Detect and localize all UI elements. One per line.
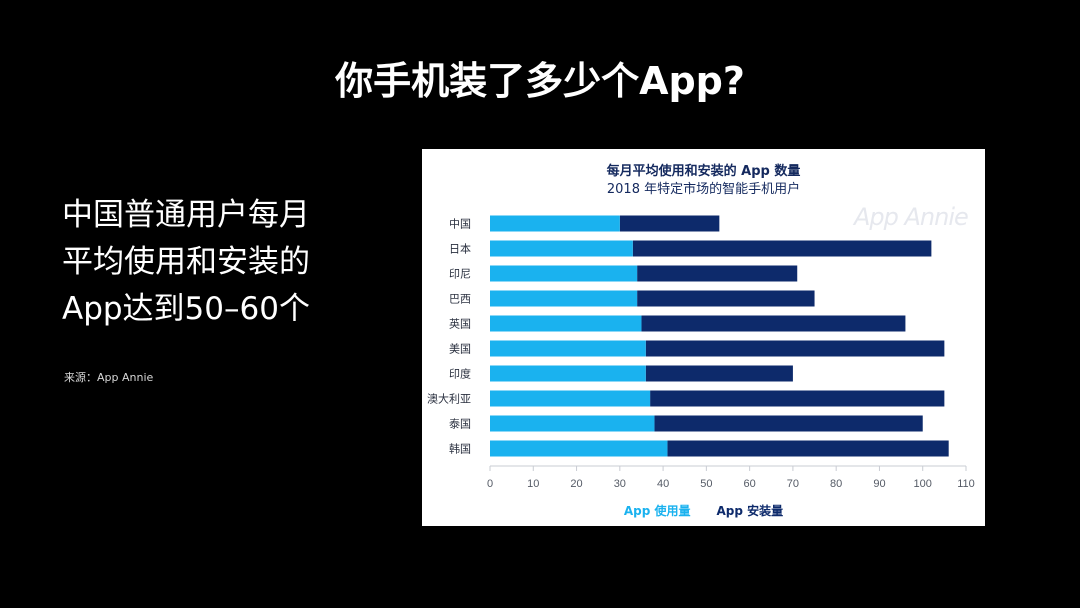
x-tick-label: 50 <box>700 478 712 490</box>
x-tick-label: 100 <box>914 478 932 490</box>
bar-usage <box>490 415 655 432</box>
category-label: 日本 <box>449 242 471 256</box>
category-label: 中国 <box>449 218 471 231</box>
category-label: 韩国 <box>449 442 471 456</box>
x-tick-label: 60 <box>744 478 756 490</box>
category-label: 印尼 <box>449 268 471 281</box>
bar-usage <box>490 440 668 457</box>
category-label: 澳大利亚 <box>427 392 471 406</box>
category-label: 印度 <box>449 367 471 381</box>
bar-usage <box>490 340 646 357</box>
bar-usage <box>490 390 651 407</box>
bar-installs <box>645 365 793 382</box>
chart-title: 每月平均使用和安装的 App 数量 <box>606 164 801 179</box>
category-label: 泰国 <box>449 417 471 431</box>
bar-installs <box>632 240 932 257</box>
bar-installs <box>637 290 815 307</box>
bar-installs <box>654 415 923 432</box>
x-tick-label: 90 <box>873 478 885 490</box>
bar-usage <box>490 265 638 282</box>
bar-installs <box>645 340 945 357</box>
bar-installs <box>667 440 949 457</box>
chart-legend: App 使用量 App 安装量 <box>422 502 985 519</box>
source-note: 来源：App Annie <box>64 371 154 384</box>
chart-card: App Annie 每月平均使用和安装的 App 数量 2018 年特定市场的智… <box>422 149 985 526</box>
bar-usage <box>490 215 620 232</box>
bar-usage <box>490 365 646 382</box>
x-tick-label: 80 <box>830 478 842 490</box>
x-tick-label: 110 <box>957 478 975 490</box>
summary-line-1: 中国普通用户每月 <box>62 197 310 233</box>
legend-item-usage: App 使用量 <box>623 504 691 518</box>
slide-title: 你手机装了多少个App? <box>335 59 745 103</box>
x-tick-label: 70 <box>787 478 799 490</box>
x-tick-label: 40 <box>657 478 669 490</box>
category-label: 英国 <box>449 317 471 331</box>
bar-installs <box>650 390 945 407</box>
bar-installs <box>637 265 798 282</box>
bar-usage <box>490 315 642 332</box>
summary-text: 中国普通用户每月 平均使用和安装的 App达到50–60个 <box>62 192 362 333</box>
bar-chart: 0 10 20 30 40 50 60 70 80 90 100 110 中国日本印尼巴西英国美国印度澳… <box>427 215 975 490</box>
bar-usage <box>490 240 633 257</box>
bar-installs <box>619 215 720 232</box>
x-tick-label: 30 <box>614 478 626 490</box>
category-label: 美国 <box>449 343 471 356</box>
bar-usage <box>490 290 638 307</box>
chart-subtitle: 2018 年特定市场的智能手机用户 <box>606 182 801 197</box>
x-tick-label: 0 <box>487 478 493 490</box>
x-tick-label: 20 <box>570 478 582 490</box>
summary-line-3: App达到50–60个 <box>62 291 310 327</box>
x-tick-label: 10 <box>527 478 539 490</box>
legend-item-installs: App 安装量 <box>716 504 784 518</box>
summary-line-2: 平均使用和安装的 <box>62 244 310 280</box>
app-annie-watermark: App Annie <box>854 203 969 231</box>
bar-installs <box>641 315 906 332</box>
category-label: 巴西 <box>449 293 471 306</box>
